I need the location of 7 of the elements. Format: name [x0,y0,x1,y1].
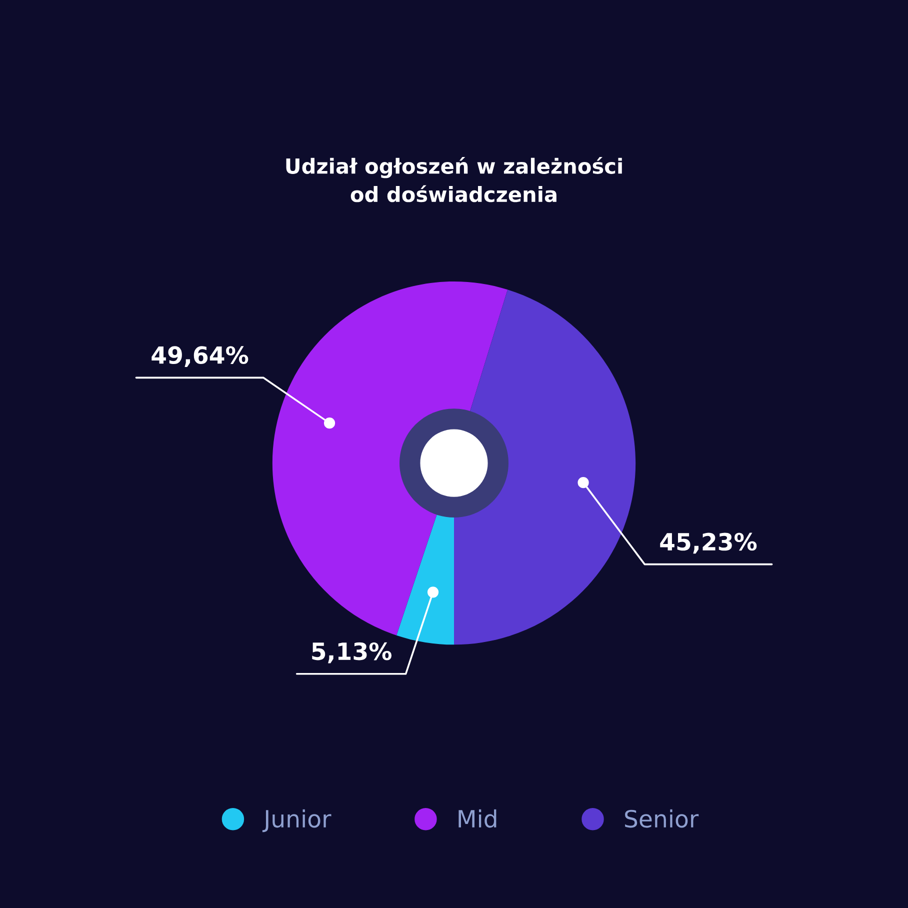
data-label: 49,64% [152,346,248,368]
chart-title: Udział ogłoszeń w zależności od doświadczenia [286,156,622,202]
data-label: 5,13% [312,642,392,664]
legend-label: Senior [625,809,699,828]
data-label: 45,23% [660,532,757,554]
legend-label: Mid [458,809,496,828]
legend-label: Junior [262,809,332,832]
